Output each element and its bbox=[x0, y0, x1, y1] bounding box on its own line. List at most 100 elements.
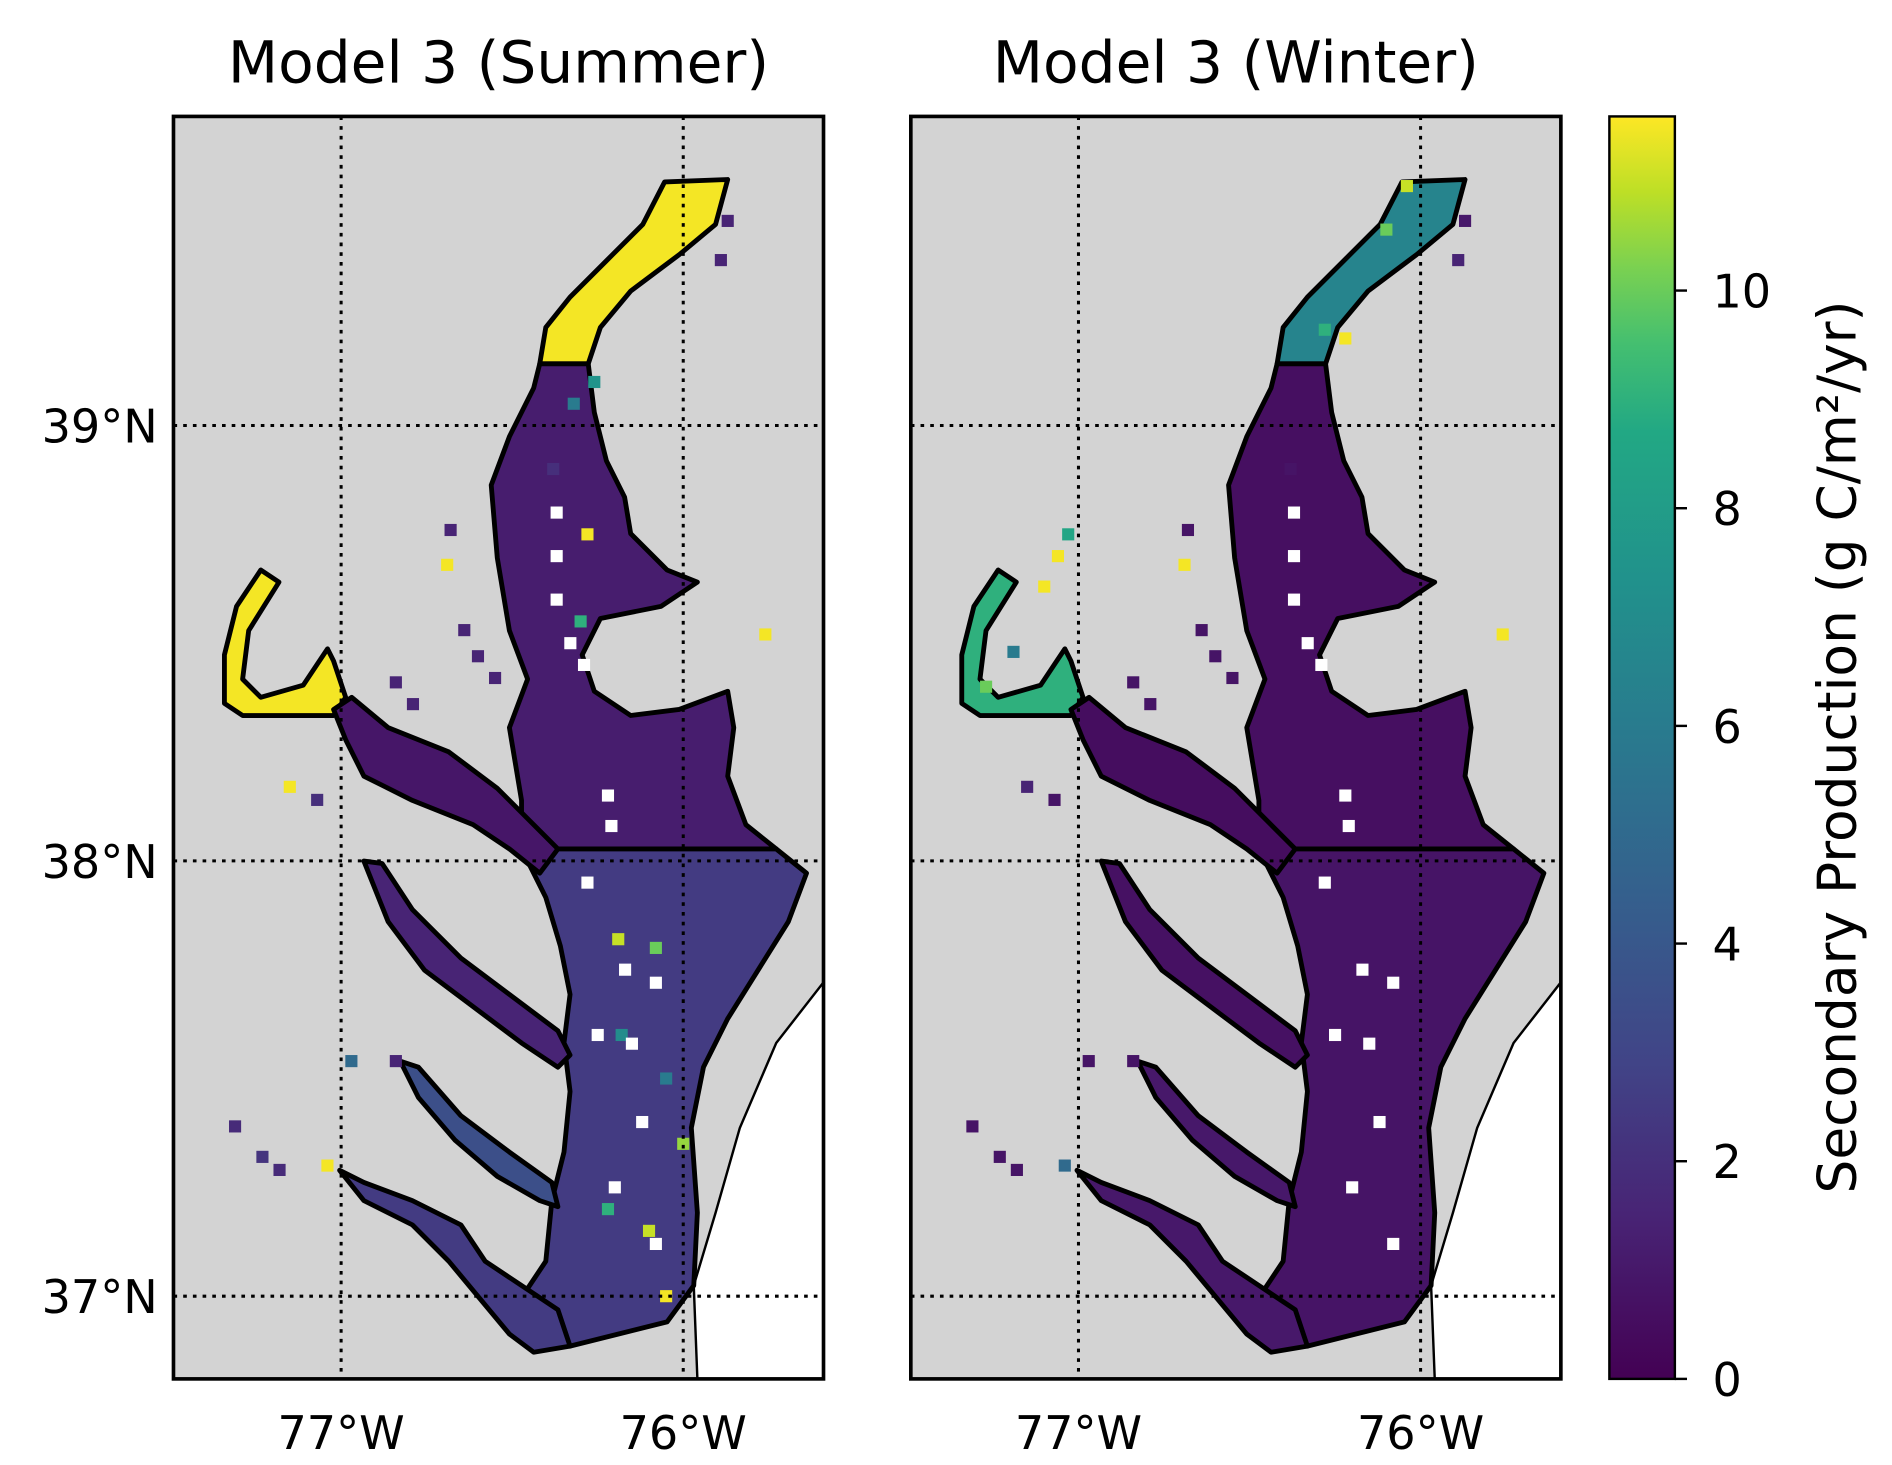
data-cell bbox=[567, 397, 580, 410]
region-mid-bay bbox=[1226, 361, 1516, 852]
data-cell bbox=[588, 375, 601, 389]
region-mid-bay bbox=[488, 361, 779, 852]
data-cell bbox=[256, 1150, 269, 1163]
region-james bbox=[1074, 1167, 1310, 1355]
colorbar-gradient bbox=[1608, 115, 1677, 1381]
data-cell bbox=[389, 676, 402, 689]
colorbar-tick-label: 6 bbox=[1712, 700, 1741, 754]
data-cell bbox=[1082, 1055, 1095, 1068]
data-cell bbox=[1339, 789, 1352, 802]
data-cell bbox=[1051, 550, 1065, 563]
data-cell bbox=[228, 1120, 242, 1133]
colorbar: 0 2 4 6 8 10 Secondary Production (g C/m²/yr) bbox=[1608, 115, 1869, 1407]
data-cell bbox=[444, 523, 457, 537]
data-cell bbox=[636, 1115, 649, 1129]
data-cell bbox=[489, 671, 502, 685]
data-cell bbox=[1062, 528, 1075, 541]
data-cell bbox=[1301, 637, 1314, 650]
region-york bbox=[397, 1058, 561, 1210]
panel-frame bbox=[909, 114, 1563, 1381]
colorbar-tick-label: 4 bbox=[1712, 918, 1741, 972]
region-lower-bay bbox=[519, 846, 809, 1349]
data-cell bbox=[1181, 523, 1195, 537]
data-cell bbox=[1346, 1181, 1359, 1194]
data-cell bbox=[547, 462, 560, 476]
data-cell bbox=[550, 506, 563, 519]
region-james bbox=[337, 1167, 573, 1355]
data-cell bbox=[321, 1159, 334, 1172]
map-panel-summer: 77°W 76°W 39°N 38°N 37°N bbox=[42, 114, 826, 1460]
data-cell bbox=[1363, 1037, 1376, 1050]
data-cell bbox=[642, 1224, 656, 1237]
region-york bbox=[1135, 1058, 1298, 1210]
data-cell bbox=[1209, 650, 1222, 663]
data-cell bbox=[550, 550, 563, 563]
data-cell bbox=[966, 1120, 979, 1133]
data-cell bbox=[1373, 1115, 1386, 1129]
data-cell bbox=[1318, 876, 1331, 889]
lon-tick-label: 77°W bbox=[278, 1406, 405, 1460]
data-cell bbox=[389, 1055, 402, 1068]
data-cell bbox=[601, 789, 615, 802]
data-cell bbox=[1287, 506, 1301, 519]
data-cell bbox=[1318, 323, 1331, 336]
data-cell bbox=[1339, 332, 1352, 345]
panel-frame bbox=[171, 114, 826, 1381]
data-cell bbox=[993, 1150, 1006, 1163]
data-cell bbox=[581, 528, 594, 541]
ocean-area bbox=[692, 980, 824, 1379]
lon-tick-label: 76°W bbox=[1357, 1406, 1484, 1460]
region-potomac bbox=[1068, 694, 1298, 876]
colorbar-label: Secondary Production (g C/m²/yr) bbox=[1806, 301, 1869, 1194]
data-cell bbox=[1387, 1237, 1400, 1251]
colorbar-tick-label: 2 bbox=[1712, 1135, 1741, 1189]
panel-title-winter: Model 3 (Winter) bbox=[993, 28, 1479, 96]
data-cell bbox=[311, 793, 324, 806]
data-cell bbox=[601, 1203, 615, 1216]
data-cell bbox=[619, 963, 632, 976]
data-cell bbox=[591, 1028, 604, 1042]
data-cell bbox=[1315, 658, 1328, 672]
data-cell bbox=[1452, 254, 1465, 267]
data-cell bbox=[649, 941, 662, 954]
lat-tick-label: 39°N bbox=[42, 399, 158, 453]
data-cell bbox=[273, 1163, 286, 1176]
data-cell bbox=[550, 593, 563, 606]
data-cell bbox=[980, 680, 993, 693]
data-cell bbox=[406, 698, 420, 711]
colorbar-tick-label: 0 bbox=[1712, 1353, 1741, 1407]
data-cell bbox=[1380, 223, 1393, 236]
data-cell bbox=[1459, 214, 1472, 227]
data-cell bbox=[1226, 671, 1239, 685]
data-cell bbox=[1387, 976, 1400, 989]
data-cell bbox=[1127, 1055, 1140, 1068]
data-cell bbox=[660, 1072, 673, 1085]
data-cell bbox=[283, 780, 296, 793]
data-cell bbox=[1058, 1159, 1071, 1172]
data-cell bbox=[581, 876, 594, 889]
data-cell bbox=[574, 615, 587, 628]
data-cell bbox=[1496, 628, 1509, 641]
data-cell bbox=[605, 819, 618, 833]
data-cell bbox=[612, 933, 625, 946]
data-cell bbox=[1287, 550, 1301, 563]
lon-tick-label: 77°W bbox=[1015, 1406, 1142, 1460]
data-cell bbox=[625, 1037, 638, 1050]
data-cell bbox=[1342, 819, 1355, 833]
data-cell bbox=[564, 637, 577, 650]
data-cell bbox=[1038, 580, 1051, 593]
map-panel-winter: 77°W 76°W bbox=[909, 114, 1563, 1460]
data-cell bbox=[615, 1028, 628, 1042]
data-cell bbox=[649, 976, 662, 989]
panel-title-summer: Model 3 (Summer) bbox=[228, 28, 769, 96]
data-cell bbox=[677, 1137, 690, 1150]
data-cell bbox=[345, 1055, 358, 1068]
data-cell bbox=[1195, 624, 1208, 637]
data-cell bbox=[1144, 698, 1157, 711]
data-cell bbox=[1178, 558, 1191, 571]
data-cell bbox=[1048, 793, 1061, 806]
lat-tick-label: 38°N bbox=[42, 835, 158, 889]
data-cell bbox=[458, 624, 471, 637]
data-cell bbox=[721, 214, 734, 227]
